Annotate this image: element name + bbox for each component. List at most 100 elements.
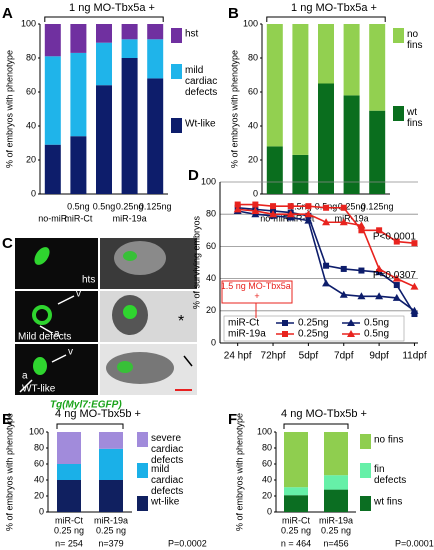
- marker: [322, 279, 331, 287]
- y-tick-label: 100: [29, 426, 44, 436]
- heart: [32, 305, 52, 325]
- bracket: [283, 423, 349, 429]
- legend-label: 0.25ng: [298, 329, 329, 340]
- x-tick-label: 11dpf: [402, 351, 427, 362]
- arrow-label: v: [76, 289, 81, 300]
- bar-segment: [284, 432, 308, 488]
- x-tick-label: miR-Ct: [55, 515, 83, 525]
- y-tick-label: 80: [262, 442, 272, 452]
- marker: [304, 216, 313, 224]
- marker: [340, 265, 347, 272]
- marker: [375, 292, 384, 300]
- y-axis-label: % of embryos with phenotype: [4, 50, 14, 168]
- marker: [392, 274, 401, 282]
- group-label: no-miR: [38, 213, 68, 223]
- marker: [287, 203, 294, 210]
- arrow: [51, 354, 67, 363]
- y-tick-label: 40: [262, 474, 272, 484]
- bar-segment: [147, 24, 164, 40]
- bar-segment: [147, 78, 164, 194]
- bar-segment: [99, 448, 123, 480]
- x-tick-label: 0.25ng: [116, 201, 144, 211]
- n-label: n = 464: [281, 538, 311, 548]
- legend-label: fin defects: [374, 464, 406, 486]
- legend-marker: [282, 320, 288, 326]
- legend-swatch: [171, 28, 182, 43]
- x-tick-label: 72hpf: [261, 351, 286, 362]
- image: [15, 238, 98, 289]
- bar-segment: [121, 58, 138, 194]
- legend-swatch: [393, 28, 404, 43]
- marker: [375, 264, 384, 272]
- chart-title: 4 ng MO-Tbx5b +: [55, 408, 141, 420]
- legend-box: [223, 315, 405, 342]
- bar-segment: [266, 24, 283, 147]
- x-tick-label: 0.125ng: [361, 201, 394, 211]
- legend-label: no fins: [374, 435, 403, 446]
- x-tick-label: 0.5ng: [67, 201, 90, 211]
- bar-segment: [318, 83, 334, 194]
- arrow: [39, 325, 53, 334]
- panel-label: D: [188, 167, 199, 184]
- marker: [251, 206, 260, 214]
- y-tick-label: 0: [39, 506, 44, 516]
- legend-label: severe cardiac defects: [151, 433, 186, 466]
- legend-swatch: [360, 434, 371, 449]
- arrow-label: a: [22, 371, 28, 382]
- bracket: [56, 423, 124, 429]
- panel-label: F: [228, 411, 237, 428]
- chart-title: 1 ng MO-Tbx5a +: [69, 2, 155, 14]
- bar-segment: [96, 85, 112, 194]
- bar-segment: [284, 495, 308, 512]
- heart: [117, 361, 133, 373]
- y-axis-label: % of embryos with phenotype: [234, 413, 244, 531]
- marker: [357, 292, 366, 300]
- embryo: [114, 241, 166, 275]
- y-tick-label: 60: [206, 241, 216, 251]
- bar-segment: [70, 136, 87, 194]
- y-tick-label: 40: [34, 474, 44, 484]
- y-tick-label: 60: [248, 86, 258, 96]
- bar-segment: [70, 24, 87, 53]
- marker: [376, 227, 383, 234]
- x-tick-label: miR-19a: [94, 515, 128, 525]
- marker: [323, 262, 330, 269]
- note-box: [221, 280, 293, 304]
- bar-segment: [96, 24, 112, 43]
- bar-segment: [324, 432, 348, 476]
- asterisk: *: [178, 313, 184, 330]
- image-label: Mild defects: [18, 332, 71, 343]
- bar-segment: [99, 432, 123, 449]
- x-tick-label: 7dpf: [334, 351, 354, 362]
- y-tick-label: 100: [21, 18, 36, 28]
- y-tick-label: 100: [243, 18, 258, 28]
- marker: [304, 210, 313, 218]
- legend-label: wt fins: [373, 497, 402, 508]
- y-tick-label: 80: [34, 442, 44, 452]
- marker: [340, 204, 347, 211]
- bar-segment: [99, 480, 123, 512]
- y-tick-label: 60: [262, 458, 272, 468]
- annotation: P<0.0001: [373, 231, 417, 242]
- marker: [252, 201, 259, 208]
- bar-segment: [318, 24, 334, 84]
- bar-segment: [121, 24, 138, 40]
- marker: [393, 282, 400, 289]
- dose-label: 0.25 ng: [96, 525, 126, 535]
- marker: [411, 311, 418, 318]
- x-tick-label: 24 hpf: [224, 351, 252, 362]
- y-tick-label: 60: [34, 458, 44, 468]
- marker: [270, 203, 277, 210]
- bar-segment: [57, 432, 81, 464]
- bar-segment: [147, 39, 164, 79]
- heart: [33, 357, 47, 375]
- legend-label: 0.5ng: [364, 329, 389, 340]
- image: [15, 344, 98, 395]
- arrow-label: v: [68, 347, 73, 358]
- y-tick-label: 0: [253, 188, 258, 198]
- y-tick-label: 40: [26, 120, 36, 130]
- panel-label: B: [228, 5, 239, 22]
- arrow: [57, 295, 75, 305]
- y-tick-label: 80: [248, 52, 258, 62]
- y-axis-label: % of surviving embryos: [191, 215, 201, 309]
